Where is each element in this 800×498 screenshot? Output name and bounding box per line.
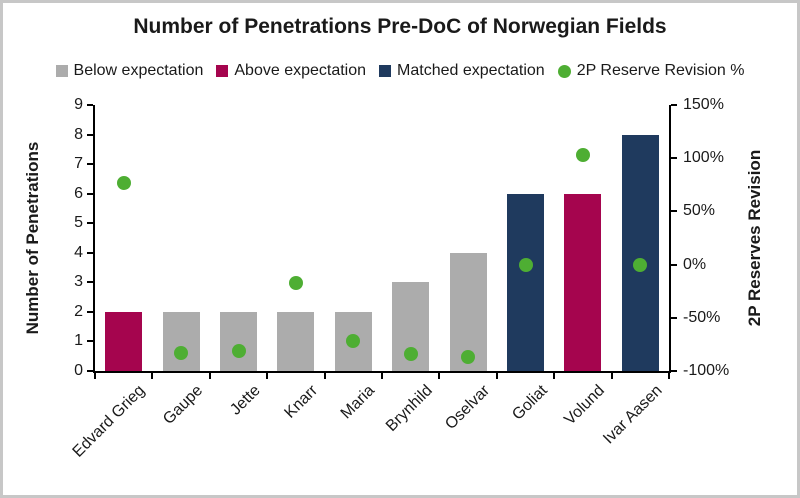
scatter-point-brynhild [403, 346, 418, 361]
left-axis-tick [87, 310, 93, 313]
plot-area [93, 105, 671, 373]
x-category-label-knarr: Knarr [281, 382, 321, 422]
x-axis-tick [208, 373, 211, 379]
x-category-label-volund: Volund [561, 382, 608, 429]
x-category-label-gaupe: Gaupe [160, 382, 207, 428]
left-axis-tick-label: 4 [74, 243, 83, 261]
bar-knarr [277, 311, 315, 371]
x-axis-tick [151, 373, 154, 379]
x-category-label-edvard-grieg: Edvard Grieg [70, 382, 149, 461]
left-axis-tick [87, 281, 93, 284]
scatter-point-oselvar [461, 350, 476, 365]
left-axis-tick [87, 104, 93, 106]
x-category-label-jette: Jette [226, 382, 264, 419]
right-axis-tick-label: 150% [683, 96, 724, 113]
left-axis-tick-label: 9 [74, 96, 83, 113]
right-axis-tick-label: 50% [683, 202, 716, 220]
right-axis-tick [671, 263, 677, 266]
x-category-label-maria: Maria [338, 382, 379, 423]
right-axis-tick [671, 210, 677, 213]
legend-label: 2P Reserve Revision % [576, 62, 745, 79]
left-axis-tick [87, 251, 93, 254]
x-category-label-brynhild: Brynhild [382, 382, 436, 435]
scatter-point-maria [346, 334, 361, 349]
scatter-point-gaupe [174, 345, 189, 360]
right-axis-tick [671, 316, 677, 319]
scatter-point-edvard-grieg [116, 175, 131, 190]
scatter-point-ivar-aasen [633, 257, 648, 272]
right-axis-tick [671, 370, 677, 372]
left-axis-tick-label: 5 [74, 214, 83, 232]
legend-item-above-expectation: Above expectation [216, 62, 366, 80]
right-axis-tick-label: -100% [683, 362, 730, 379]
bar-ivar-aasen [621, 134, 659, 371]
legend-item-2p-reserve-revision-: 2P Reserve Revision % [557, 62, 745, 80]
scatter-point-jette [231, 343, 246, 358]
x-category-label-ivar-aasen: Ivar Aasen [599, 382, 666, 448]
axis-layer: 0 1 2 3 4 5 6 7 8 9 -100% -50% 0% 50% 100% 150% [3, 3, 797, 495]
left-axis-tick-label: 0 [74, 362, 83, 379]
legend-square-marker [55, 65, 68, 77]
legend-square-marker [216, 65, 229, 77]
x-axis-tick [266, 373, 269, 379]
right-axis-tick [671, 157, 677, 160]
right-axis-tick-label: 0% [683, 255, 707, 273]
x-axis-tick [610, 373, 613, 379]
chart-title: Number of Penetrations Pre-DoC of Norweg… [133, 15, 667, 38]
bar-goliat [507, 193, 544, 371]
bar-volund [564, 193, 602, 371]
legend-square-marker [379, 65, 392, 77]
left-axis-tick-label: 8 [74, 125, 83, 143]
left-axis-tick [87, 163, 93, 166]
x-category-labels: Edvard Grieg Gaupe Jette Knarr Maria Brynhild… [3, 3, 797, 495]
x-axis-tick [323, 373, 326, 379]
x-axis-tick [668, 373, 670, 379]
left-axis-tick [87, 222, 93, 225]
legend-item-below-expectation: Below expectation [55, 62, 204, 80]
x-axis-tick [381, 373, 383, 379]
legend-circle-marker [557, 64, 571, 78]
bar-edvard-grieg [105, 311, 143, 371]
bar-jette [220, 311, 257, 371]
left-axis-tick [87, 370, 93, 372]
left-axis-tick-label: 1 [74, 332, 83, 350]
legend-label: Below expectation [73, 62, 204, 79]
legend-label: Matched expectation [397, 62, 545, 79]
left-axis-tick [87, 192, 93, 195]
scatter-point-goliat [518, 257, 533, 272]
left-axis-tick-label: 2 [74, 302, 83, 320]
chart-legend: Below expectation Above expectation Matche… [3, 62, 797, 80]
x-axis-tick [553, 373, 556, 379]
scatter-point-knarr [288, 275, 303, 290]
left-axis-tick-label: 7 [74, 155, 83, 173]
right-axis-tick-label: 100% [683, 149, 724, 167]
right-axis-tick-label: -50% [683, 308, 721, 326]
bar-gaupe [162, 311, 200, 371]
left-axis-tick [87, 133, 93, 136]
left-axis-tick [87, 340, 93, 343]
legend-label: Above expectation [234, 62, 367, 79]
x-axis-tick [495, 373, 498, 379]
x-axis-tick [438, 373, 441, 379]
right-axis-tick [671, 104, 677, 106]
left-axis-tick-label: 6 [74, 184, 83, 202]
x-axis-tick [94, 373, 96, 379]
scatter-point-volund [575, 148, 590, 163]
left-axis-tick-label: 3 [74, 273, 83, 291]
x-category-label-oselvar: Oselvar [442, 382, 494, 434]
legend-item-matched-expectation: Matched expectation [379, 62, 545, 80]
x-category-label-goliat: Goliat [508, 382, 551, 424]
